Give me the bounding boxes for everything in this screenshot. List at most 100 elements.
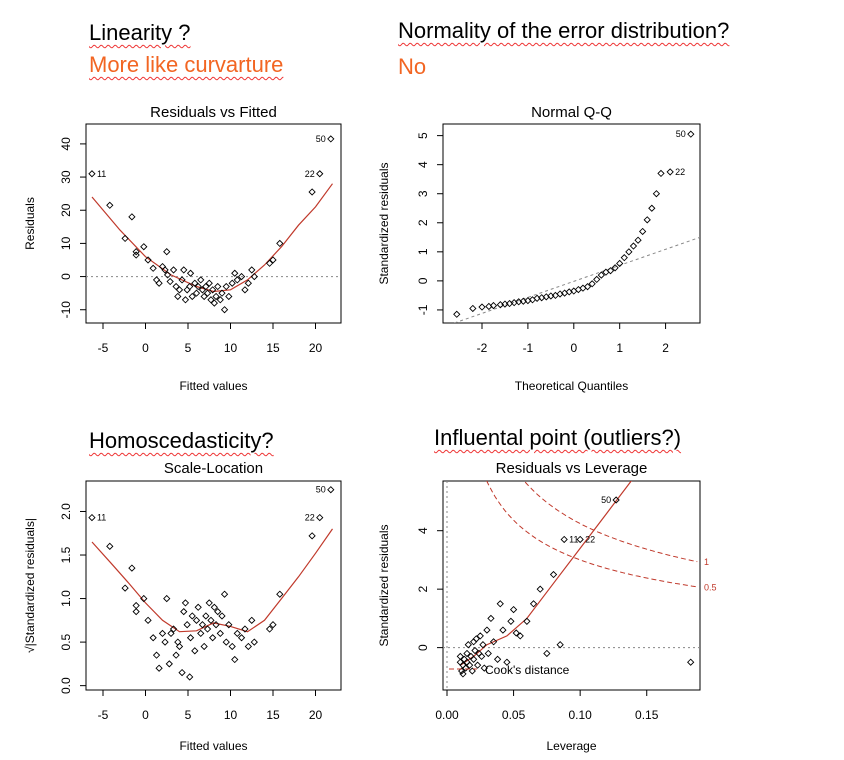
data-point bbox=[478, 303, 486, 311]
data-point bbox=[209, 286, 217, 294]
x-tick-label: -1 bbox=[523, 341, 534, 355]
x-tick-label: 15 bbox=[266, 708, 280, 722]
data-point bbox=[231, 655, 239, 664]
data-point bbox=[472, 635, 480, 643]
data-point bbox=[233, 276, 241, 284]
data-point bbox=[220, 306, 229, 314]
data-point bbox=[200, 292, 208, 301]
data-point bbox=[165, 660, 173, 668]
data-point bbox=[167, 629, 175, 638]
data-point bbox=[468, 667, 476, 675]
data-point bbox=[480, 664, 488, 672]
y-tick-label: 0.5 bbox=[59, 633, 73, 650]
data-point bbox=[121, 584, 129, 592]
x-axis-label: Fitted values bbox=[179, 379, 247, 393]
data-point bbox=[316, 170, 324, 178]
point-label: 50 bbox=[316, 485, 326, 495]
homoscedasticity-question: Homoscedasticity? bbox=[89, 428, 274, 453]
data-point bbox=[536, 585, 544, 593]
data-point bbox=[244, 279, 252, 287]
data-point bbox=[163, 271, 172, 279]
data-point bbox=[202, 612, 210, 620]
normal-qq-chart: Normal Q-Q -2 -1 0 1 2 -1 0 1 2 3 4 5 Theoretical Qua… bbox=[377, 104, 701, 393]
data-point bbox=[152, 276, 161, 284]
data-point bbox=[458, 667, 466, 675]
data-point bbox=[593, 275, 601, 284]
data-point bbox=[180, 607, 188, 616]
data-point bbox=[106, 201, 114, 209]
data-point bbox=[197, 629, 205, 638]
data-point bbox=[583, 283, 592, 291]
data-point bbox=[132, 248, 140, 256]
data-point bbox=[166, 277, 174, 286]
data-point bbox=[212, 292, 220, 301]
data-point bbox=[216, 296, 224, 304]
data-point bbox=[198, 286, 207, 294]
data-point bbox=[180, 266, 188, 274]
data-point bbox=[178, 276, 186, 284]
data-point bbox=[484, 649, 492, 658]
data-point bbox=[629, 242, 638, 250]
y-tick-label: 1.5 bbox=[59, 546, 73, 563]
point-label: 50 bbox=[316, 134, 326, 144]
y-axis-label: Standardized residuals bbox=[377, 524, 391, 646]
data-point bbox=[465, 661, 474, 669]
data-point bbox=[128, 213, 136, 221]
y-axis-label: Residuals bbox=[23, 197, 37, 250]
data-point bbox=[163, 594, 171, 603]
data-point bbox=[493, 655, 502, 663]
data-point bbox=[200, 642, 208, 651]
data-point bbox=[499, 626, 507, 634]
data-point bbox=[132, 251, 140, 259]
x-tick-label: 15 bbox=[266, 341, 280, 355]
data-point bbox=[155, 279, 163, 287]
data-point bbox=[269, 621, 277, 629]
data-point bbox=[276, 590, 284, 598]
x-tick-label: -2 bbox=[477, 341, 488, 355]
data-point bbox=[203, 625, 212, 633]
data-point bbox=[218, 612, 226, 620]
data-point bbox=[523, 617, 531, 625]
data-point bbox=[597, 271, 605, 279]
smoother-line bbox=[91, 528, 333, 633]
data-point bbox=[172, 282, 180, 291]
y-tick-label: 0 bbox=[416, 644, 430, 651]
data-point bbox=[237, 272, 246, 281]
data-point bbox=[121, 234, 129, 243]
data-point bbox=[194, 282, 202, 291]
x-tick-label: 5 bbox=[185, 341, 192, 355]
chart-title: Residuals vs Leverage bbox=[496, 460, 648, 477]
y-tick-label: 5 bbox=[416, 132, 430, 139]
y-axis-label: √|Standardized residuals| bbox=[23, 518, 37, 653]
data-point bbox=[186, 282, 194, 291]
y-tick-label: 1.0 bbox=[59, 590, 73, 607]
data-point bbox=[233, 629, 241, 638]
x-tick-label: 0 bbox=[142, 708, 149, 722]
data-point bbox=[237, 634, 246, 642]
data-point bbox=[464, 641, 472, 649]
data-point bbox=[529, 600, 538, 608]
data-point bbox=[276, 239, 284, 248]
data-point bbox=[212, 621, 220, 629]
data-point bbox=[556, 641, 564, 649]
data-point bbox=[202, 282, 210, 291]
linearity-answer: More like curvarture bbox=[89, 52, 284, 77]
data-point bbox=[172, 651, 180, 659]
data-point bbox=[144, 616, 152, 624]
data-point bbox=[140, 243, 148, 251]
y-tick-label: -10 bbox=[59, 301, 73, 319]
data-point bbox=[149, 634, 157, 642]
x-tick-label: 20 bbox=[309, 341, 323, 355]
data-point bbox=[489, 638, 498, 646]
data-point bbox=[88, 170, 96, 178]
data-point bbox=[543, 649, 551, 658]
x-tick-label: 0.00 bbox=[435, 708, 459, 722]
scale-location-chart: Scale-Location -5 0 5 10 15 20 0.0 0.5 1.0 1.5 2.0 F… bbox=[23, 460, 342, 753]
data-point bbox=[507, 617, 515, 625]
data-point bbox=[308, 188, 316, 196]
data-point bbox=[155, 664, 163, 672]
data-point bbox=[181, 296, 190, 304]
point-label: 11 bbox=[97, 169, 106, 179]
y-tick-label: 2 bbox=[416, 219, 430, 226]
point-label: 11 bbox=[569, 534, 578, 544]
